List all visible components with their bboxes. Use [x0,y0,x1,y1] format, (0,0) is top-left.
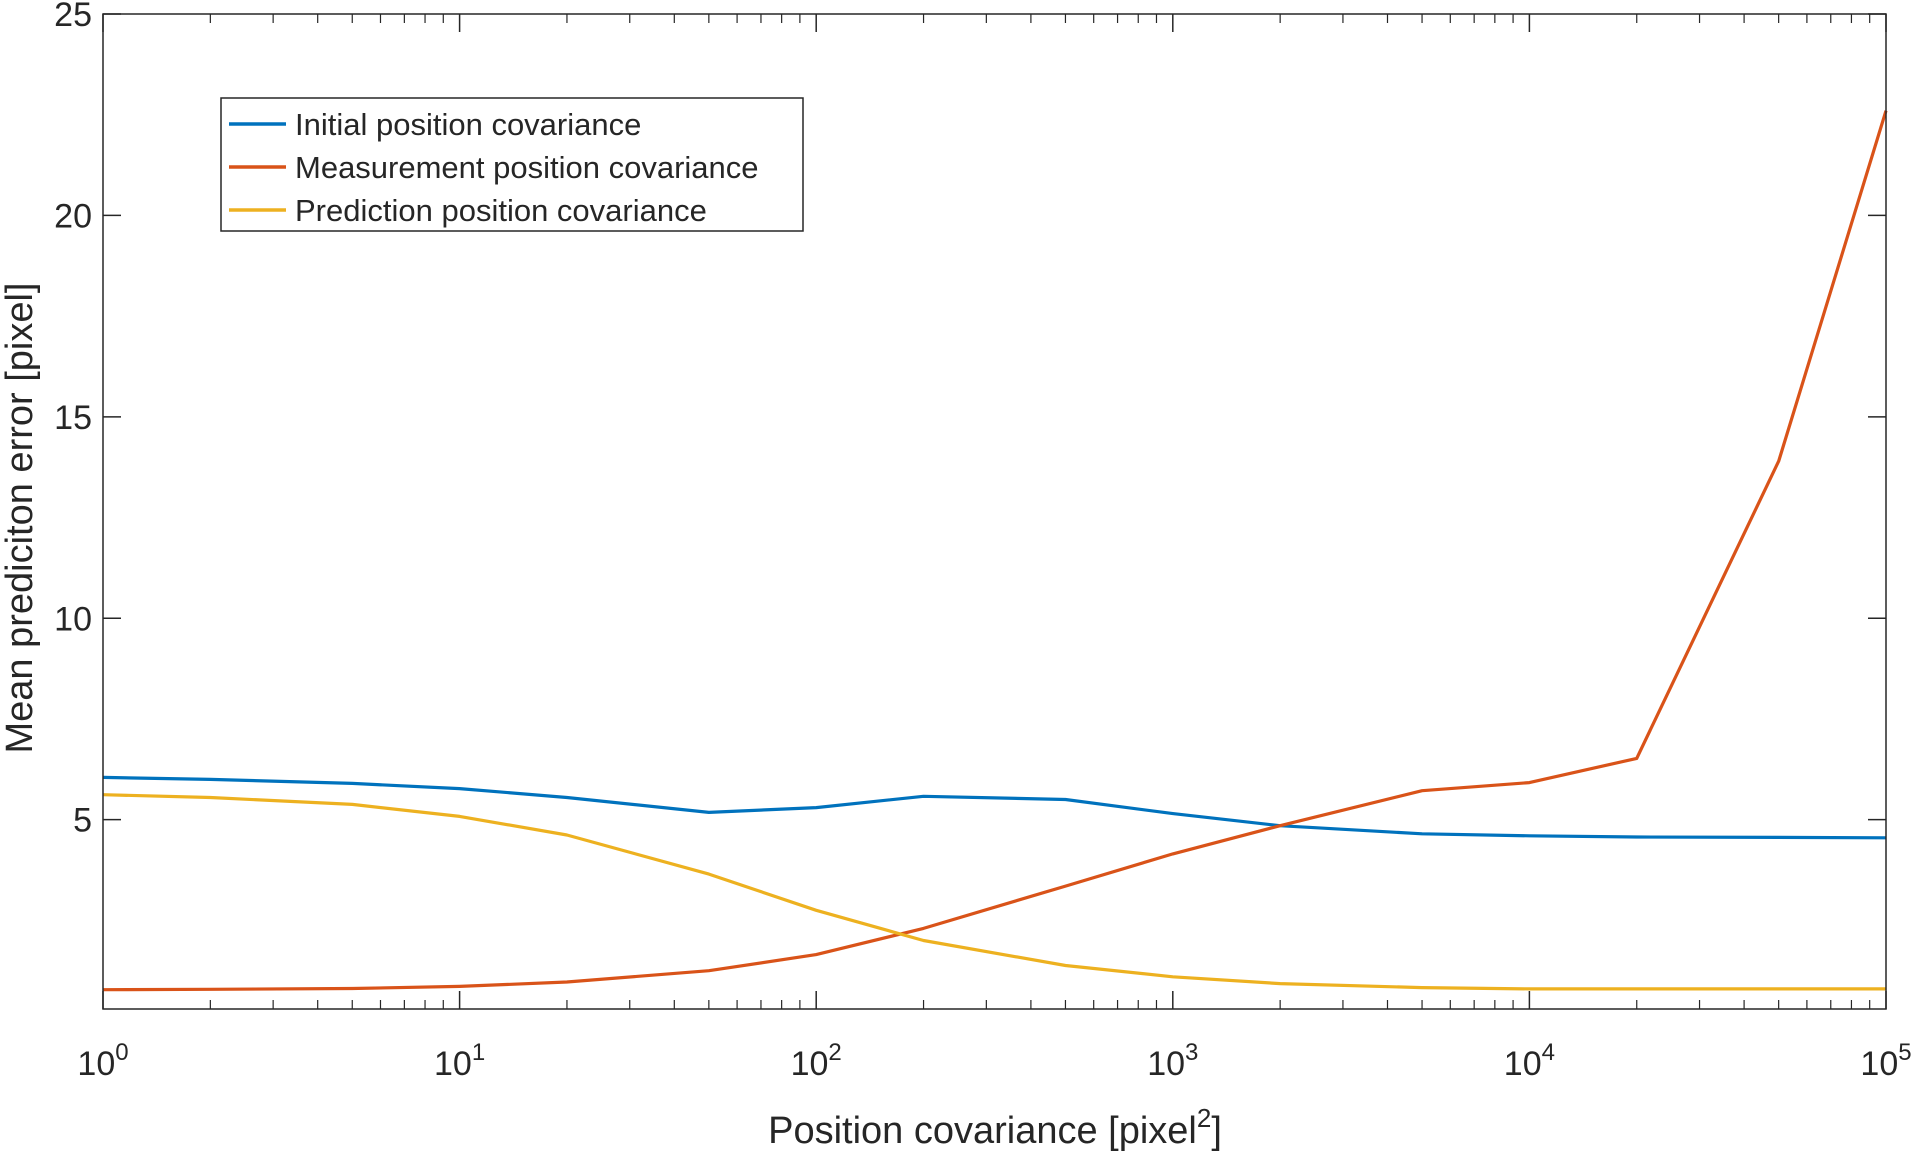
y-tick-label: 5 [73,802,92,840]
x-tick-label: 102 [791,1039,842,1083]
x-axis-title-end: ] [1211,1110,1222,1152]
axes [102,13,1887,1010]
series-lines [102,110,1888,992]
legend-items: Initial position covariance Measurement p… [229,107,759,228]
x-tick-label: 101 [434,1039,485,1083]
x-axis-title: Position covariance [pixel2] [768,1103,1222,1152]
series-line-1 [102,775,1887,840]
legend-label-3: Prediction position covariance [295,193,707,228]
series-line-3 [102,793,1886,991]
y-tick-label: 20 [54,197,92,235]
x-tick-label: 104 [1504,1039,1555,1083]
y-tick-label: 10 [54,600,92,638]
legend: Initial position covariance Measurement p… [220,97,804,232]
y-tick-label: 15 [54,399,92,437]
x-axis-title-superscript: 2 [1197,1103,1211,1133]
x-tick-label: 105 [1860,1039,1911,1083]
y-axis-title: Mean prediciton error [pixel] [0,283,41,754]
x-tick-label: 100 [77,1039,128,1083]
series-line-2 [102,110,1888,992]
y-tick-label: 25 [54,0,92,34]
legend-box [220,97,804,232]
legend-label-1: Initial position covariance [295,107,641,142]
plot-frame [102,13,1887,1010]
x-tick-label: 103 [1147,1039,1198,1083]
legend-label-2: Measurement position covariance [295,150,759,185]
x-axis-title-main: Position covariance [pixel [768,1110,1197,1152]
tick-labels: 5 10 15 20 25 100 101 102 103 104 105 [54,0,1911,1083]
